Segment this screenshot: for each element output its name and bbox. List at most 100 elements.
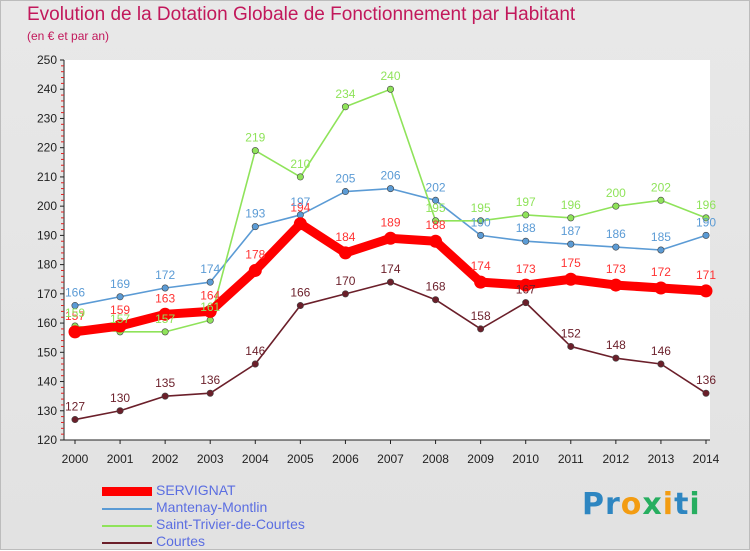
data-label: 163	[155, 291, 175, 305]
data-label: 166	[290, 286, 310, 300]
data-point	[158, 307, 172, 321]
data-point	[609, 278, 623, 292]
data-label: 193	[245, 207, 265, 221]
data-label: 127	[65, 400, 85, 414]
data-point	[71, 416, 79, 424]
data-label: 190	[696, 215, 716, 229]
y-tick-label: 230	[37, 111, 57, 125]
data-point	[657, 246, 665, 254]
data-point	[702, 231, 710, 239]
data-point	[384, 231, 397, 245]
x-tick-label: 2003	[197, 452, 224, 466]
data-label: 146	[651, 344, 671, 358]
data-point	[386, 278, 394, 286]
x-tick-label: 2002	[152, 452, 179, 466]
data-label: 219	[245, 131, 265, 145]
data-point	[386, 185, 394, 193]
x-tick-label: 2005	[287, 452, 314, 466]
data-label: 178	[245, 247, 265, 261]
data-label: 196	[696, 198, 716, 212]
data-point	[654, 281, 668, 295]
data-label: 146	[245, 344, 265, 358]
data-point	[386, 85, 394, 93]
legend-label: Saint-Trivier-de-Courtes	[156, 516, 305, 532]
proxiti-logo: Proxiti	[582, 487, 701, 522]
y-tick-label: 200	[37, 199, 57, 213]
data-point	[116, 293, 124, 301]
data-label: 164	[200, 288, 220, 302]
data-point	[564, 272, 578, 286]
y-tick-label: 190	[37, 228, 57, 242]
legend-swatch	[102, 508, 152, 510]
y-tick-label: 220	[37, 141, 57, 155]
logo-letter: i	[689, 487, 701, 522]
data-point	[161, 284, 169, 292]
data-label: 158	[471, 309, 491, 323]
data-point	[702, 389, 710, 397]
data-point	[206, 389, 214, 397]
data-point	[71, 302, 79, 310]
data-point	[477, 325, 485, 333]
data-label: 171	[696, 268, 716, 282]
data-point	[341, 290, 349, 298]
data-point	[161, 328, 169, 336]
x-tick-label: 2008	[422, 452, 449, 466]
y-tick-label: 150	[37, 345, 57, 359]
data-label: 174	[380, 262, 400, 276]
data-label: 173	[606, 262, 626, 276]
x-tick-label: 2006	[332, 452, 359, 466]
data-point	[161, 392, 169, 400]
x-tick-label: 2004	[242, 452, 269, 466]
legend-label: Courtes	[156, 533, 206, 549]
legend-swatch	[102, 542, 152, 544]
data-point	[116, 407, 124, 415]
y-tick-label: 240	[37, 82, 57, 96]
data-label: 159	[65, 306, 85, 320]
data-label: 188	[516, 221, 536, 235]
y-tick-label: 170	[37, 287, 57, 301]
data-label: 175	[561, 256, 581, 270]
data-label: 168	[426, 280, 446, 294]
logo-letter: i	[662, 487, 675, 522]
data-label: 240	[380, 69, 400, 83]
data-label: 157	[110, 312, 130, 326]
x-tick-label: 2012	[603, 452, 630, 466]
data-point	[657, 360, 665, 368]
legend-swatch	[102, 525, 152, 527]
data-label: 169	[110, 277, 130, 291]
data-label: 135	[155, 376, 175, 390]
data-label: 195	[471, 201, 491, 215]
data-point	[477, 217, 485, 225]
chart-title: Evolution de la Dotation Globale de Fonc…	[27, 4, 576, 25]
data-label: 159	[110, 303, 130, 317]
logo-letter: t	[674, 487, 690, 522]
data-point	[251, 147, 259, 155]
x-tick-label: 2014	[693, 452, 720, 466]
data-point	[567, 240, 575, 248]
data-point	[432, 296, 440, 304]
data-point	[429, 234, 443, 248]
data-point	[251, 223, 259, 231]
data-label: 184	[335, 230, 355, 244]
data-point	[341, 103, 349, 111]
data-label: 170	[335, 274, 355, 288]
x-tick-label: 2011	[558, 452, 584, 466]
data-label: 172	[155, 268, 175, 282]
data-point	[612, 354, 620, 362]
data-point	[612, 243, 620, 251]
data-point	[68, 325, 82, 339]
data-point	[341, 188, 349, 196]
data-label: 167	[516, 283, 536, 297]
data-label: 194	[290, 201, 310, 215]
data-label: 202	[651, 180, 671, 194]
data-label: 189	[380, 215, 400, 229]
data-label: 205	[335, 172, 355, 186]
legend-label: Mantenay-Montlin	[156, 499, 268, 515]
data-label: 136	[696, 373, 716, 387]
legend-label: SERVIGNAT	[156, 482, 236, 498]
data-label: 136	[200, 373, 220, 387]
data-point	[206, 316, 214, 324]
x-tick-label: 2013	[648, 452, 675, 466]
data-label: 196	[561, 198, 581, 212]
data-label: 197	[516, 195, 536, 209]
